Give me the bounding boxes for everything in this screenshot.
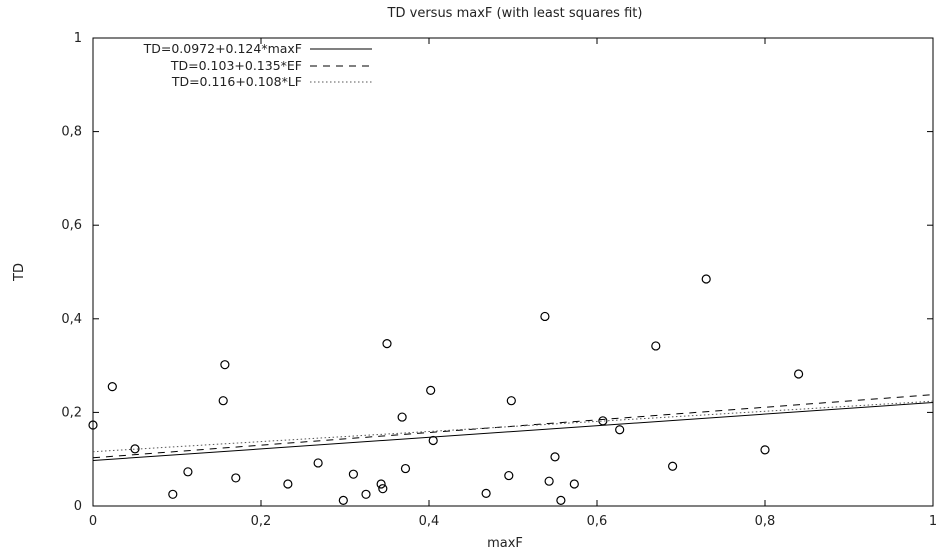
data-points [88,274,804,505]
fit-line-2 [92,400,934,453]
y-tick-label: 0,2 [61,405,82,420]
data-point [506,396,516,406]
y-tick-label: 0,6 [61,218,82,233]
x-tick-label: 0,6 [587,514,608,529]
x-tick-label: 1 [929,514,937,529]
data-point [382,339,392,349]
data-point [130,444,140,454]
data-point [348,469,358,479]
data-point [220,360,230,370]
x-axis-label: maxF [487,536,523,551]
data-point [504,470,514,481]
fit-lines [92,394,934,462]
data-point [231,473,241,483]
data-point [550,452,560,462]
data-point [361,489,371,499]
y-axis-label: TD [12,263,27,282]
data-point [376,479,386,489]
data-point [556,495,566,505]
data-point [481,488,491,498]
x-tick-label: 0 [89,514,97,529]
data-point [88,420,98,430]
x-tick-label: 0,2 [251,514,272,529]
data-point [218,396,228,406]
plot-frame [92,37,934,507]
fit-line-0 [92,401,934,462]
data-point [701,274,711,284]
chart-title: TD versus maxF (with least squares fit) [387,6,643,21]
legend: TD=0.0972+0.124*maxF TD=0.103+0.135*EF T… [143,41,372,89]
y-tick-label: 0,4 [61,312,82,327]
data-point [378,484,388,494]
x-tick-label: 0,8 [755,514,776,529]
legend-label-maxf: TD=0.0972+0.124*maxF [143,41,302,56]
data-point [338,495,348,505]
data-point [107,382,117,392]
x-tick-label: 0,4 [419,514,440,529]
data-point [168,489,178,499]
data-point [651,341,661,351]
x-tick-labels: 0 0,2 0,4 0,6 0,8 1 [89,514,937,529]
legend-label-lf: TD=0.116+0.108*LF [171,74,302,89]
data-point [428,435,438,446]
y-tick-label: 0,8 [61,125,82,140]
data-point [598,416,608,426]
data-point [569,479,579,489]
data-point [397,412,407,422]
data-point [793,369,804,379]
data-point [760,445,770,455]
axis-ticks [92,37,934,507]
data-point [667,461,678,471]
legend-label-ef: TD=0.103+0.135*EF [170,58,302,73]
data-point [426,385,436,396]
data-point [544,476,554,486]
data-point [400,463,411,474]
data-point [283,479,293,489]
data-point [615,425,625,435]
data-point [313,458,323,468]
y-tick-labels: 0 0,2 0,4 0,6 0,8 1 [61,31,82,514]
y-tick-label: 0 [74,499,82,514]
data-point [540,311,550,322]
data-point [183,467,193,477]
y-tick-label: 1 [74,31,82,46]
